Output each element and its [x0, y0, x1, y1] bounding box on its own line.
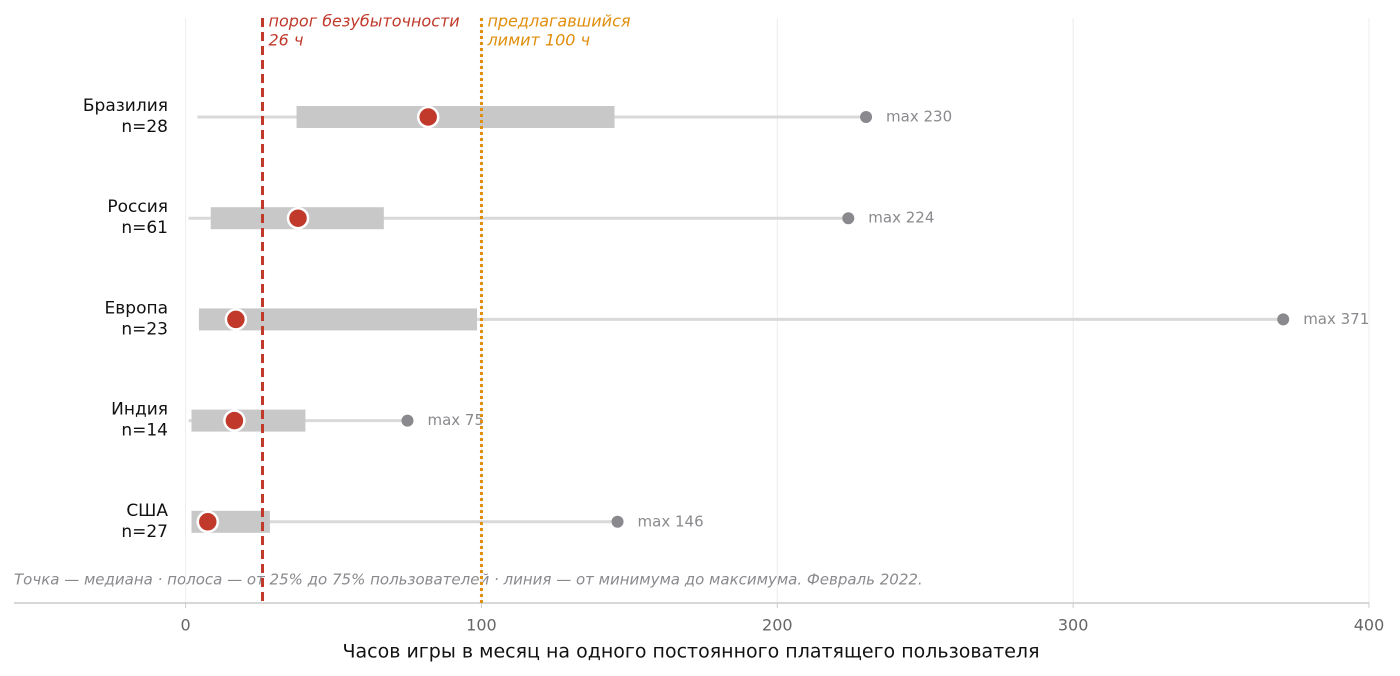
median-dot: [196, 510, 220, 534]
median-dot: [224, 308, 248, 331]
x-tick-label: 100: [466, 616, 497, 635]
max-dot: [860, 111, 873, 123]
category-label: Россия: [107, 197, 168, 217]
iqr-bar: [198, 308, 478, 331]
sample-label: n=27: [121, 522, 168, 542]
reference-label: предлагавшийся: [487, 12, 630, 31]
max-label: max 371: [1303, 310, 1369, 328]
median-dot: [286, 206, 310, 230]
max-dot: [1277, 313, 1290, 326]
max-label: max 146: [638, 512, 704, 530]
note: Точка — медиана · полоса — от 25% до 75%…: [14, 571, 923, 589]
x-tick-label: 200: [762, 616, 793, 635]
max-label: max 224: [868, 209, 934, 227]
max-label: max 230: [886, 108, 952, 126]
sample-label: n=23: [121, 319, 168, 339]
x-tick-label: 300: [1058, 616, 1089, 635]
category-label: Индия: [111, 400, 168, 420]
category-label: Бразилия: [83, 96, 168, 116]
x-tick-label: 0: [181, 616, 191, 635]
x-axis-label: Часов игры в месяц на одного постоянного…: [342, 641, 1039, 663]
category-label: США: [126, 501, 168, 521]
max-dot: [401, 414, 414, 427]
reference-label: лимит 100 ч: [486, 31, 590, 50]
max-dot: [842, 212, 855, 225]
x-tick-label: 400: [1354, 616, 1385, 635]
iqr-bar: [296, 106, 615, 128]
sample-label: n=28: [121, 117, 168, 137]
max-dot: [611, 515, 624, 528]
median-dot: [416, 105, 440, 129]
max-label: max 75: [427, 411, 484, 429]
median-dot: [223, 409, 246, 432]
reference-label: порог безубыточности: [269, 12, 460, 31]
reference-label: 26 ч: [269, 31, 304, 50]
sample-label: n=14: [121, 421, 168, 441]
category-label: Европа: [105, 298, 168, 318]
sample-label: n=61: [121, 218, 168, 238]
iqr-bar: [191, 409, 306, 432]
